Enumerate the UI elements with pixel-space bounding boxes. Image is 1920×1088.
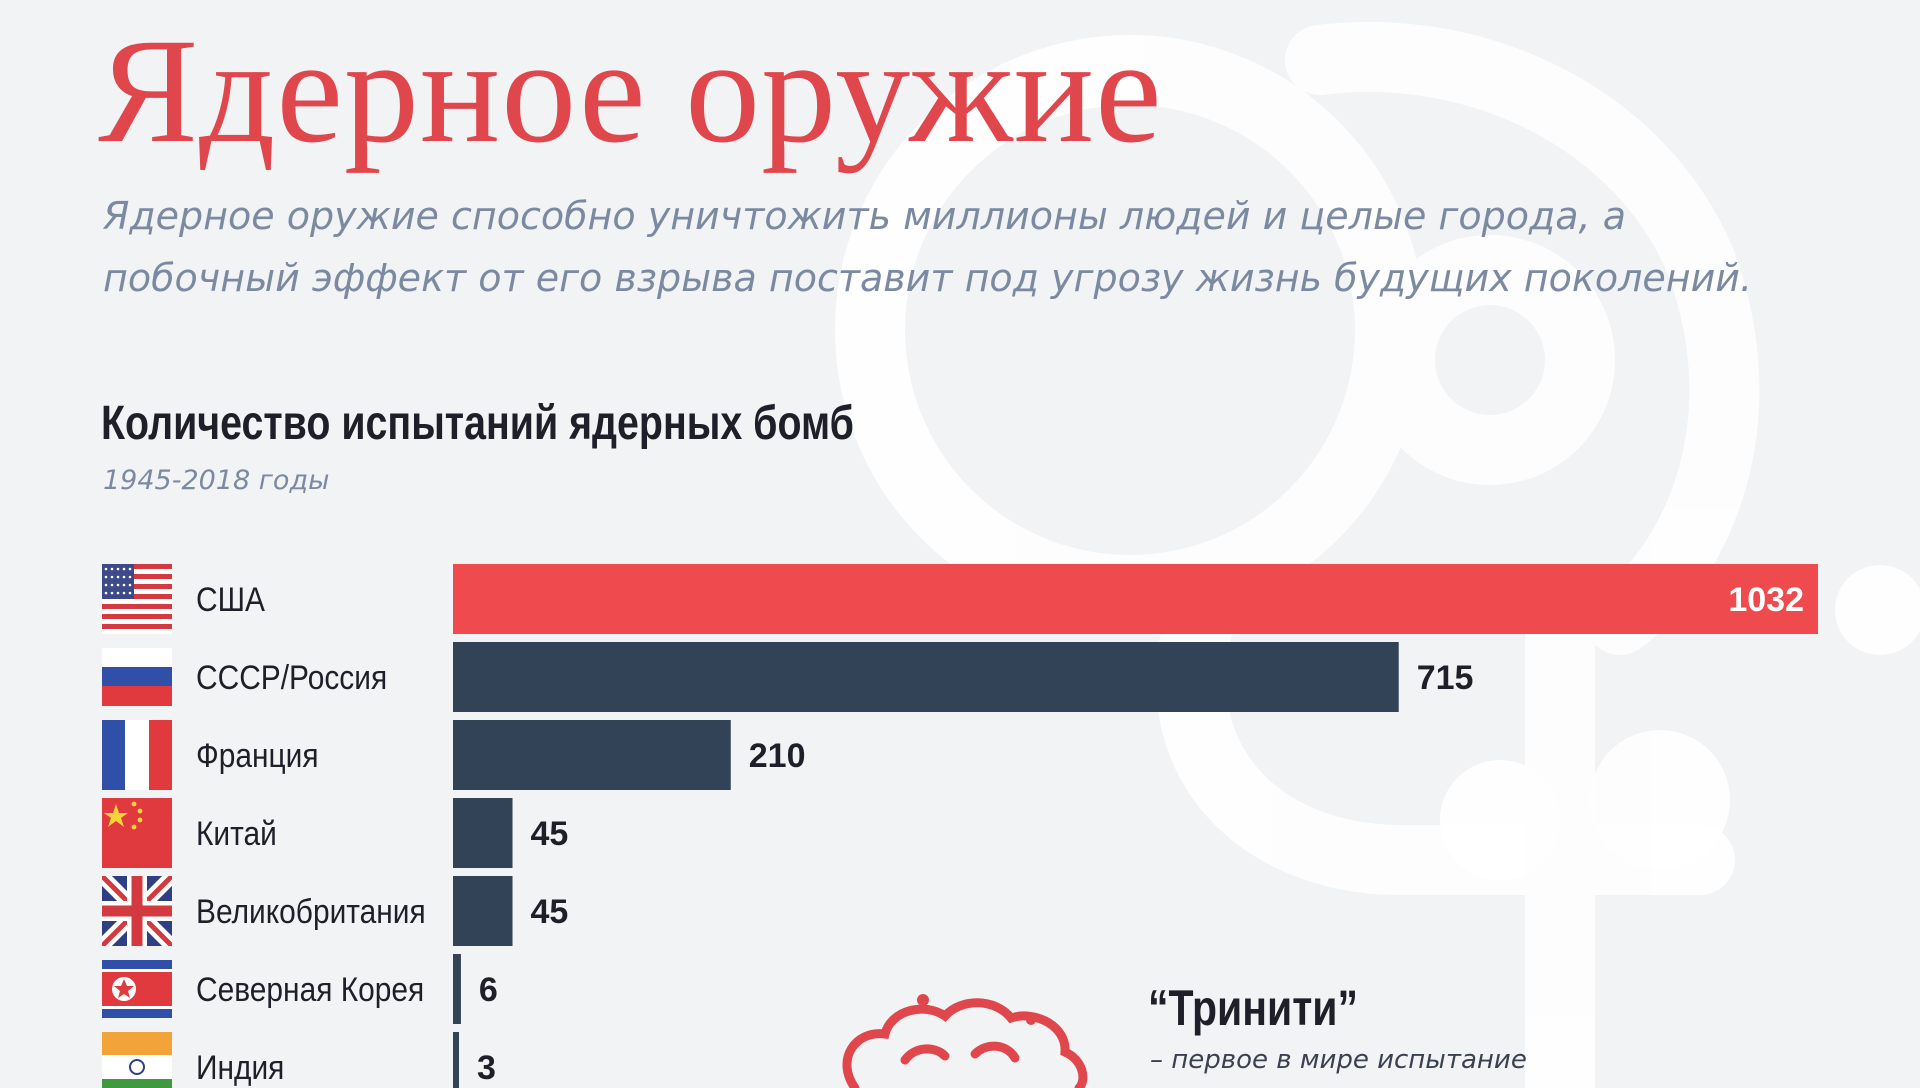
bar-великобритания [453, 876, 513, 946]
bar-китай [453, 798, 513, 868]
bar-индия [453, 1032, 459, 1088]
callout-text: – первое в мире испытание [1150, 1045, 1527, 1075]
value-label: 6 [479, 971, 498, 1009]
bar-ссср-россия [453, 642, 1399, 712]
category-label: Индия [196, 1048, 284, 1086]
callout-title: “Тринити” [1148, 980, 1358, 1036]
category-label: Северная Корея [196, 970, 424, 1008]
value-label: 1032 [1728, 581, 1804, 619]
bar-сша [453, 564, 1818, 634]
value-label: 45 [531, 893, 569, 931]
value-label: 3 [477, 1049, 496, 1087]
north-korea-flag-icon [102, 960, 172, 1018]
category-label: Великобритания [196, 892, 426, 930]
china-flag-icon [102, 798, 172, 868]
uk-flag-icon [102, 876, 172, 946]
russia-flag-icon [102, 648, 172, 706]
value-label: 210 [749, 737, 806, 775]
value-label: 715 [1417, 659, 1474, 697]
category-label: СССР/Россия [196, 658, 387, 696]
chart-title: Количество испытаний ядерных бомб [101, 397, 854, 450]
bar-франция [453, 720, 731, 790]
page-title: Ядерное оружие [98, 8, 1163, 174]
mushroom-cloud-icon [842, 994, 1088, 1088]
india-flag-icon [102, 1032, 172, 1088]
category-label: Франция [196, 736, 319, 774]
category-label: США [196, 580, 266, 618]
france-flag-icon [102, 720, 172, 790]
value-label: 45 [531, 815, 569, 853]
chart-subtitle: 1945-2018 годы [103, 465, 330, 496]
category-label: Китай [196, 814, 277, 852]
page-subtitle: Ядерное оружие способно уничтожить милли… [103, 194, 1753, 300]
usa-flag-icon [102, 564, 172, 634]
bar-северная-корея [453, 954, 461, 1024]
